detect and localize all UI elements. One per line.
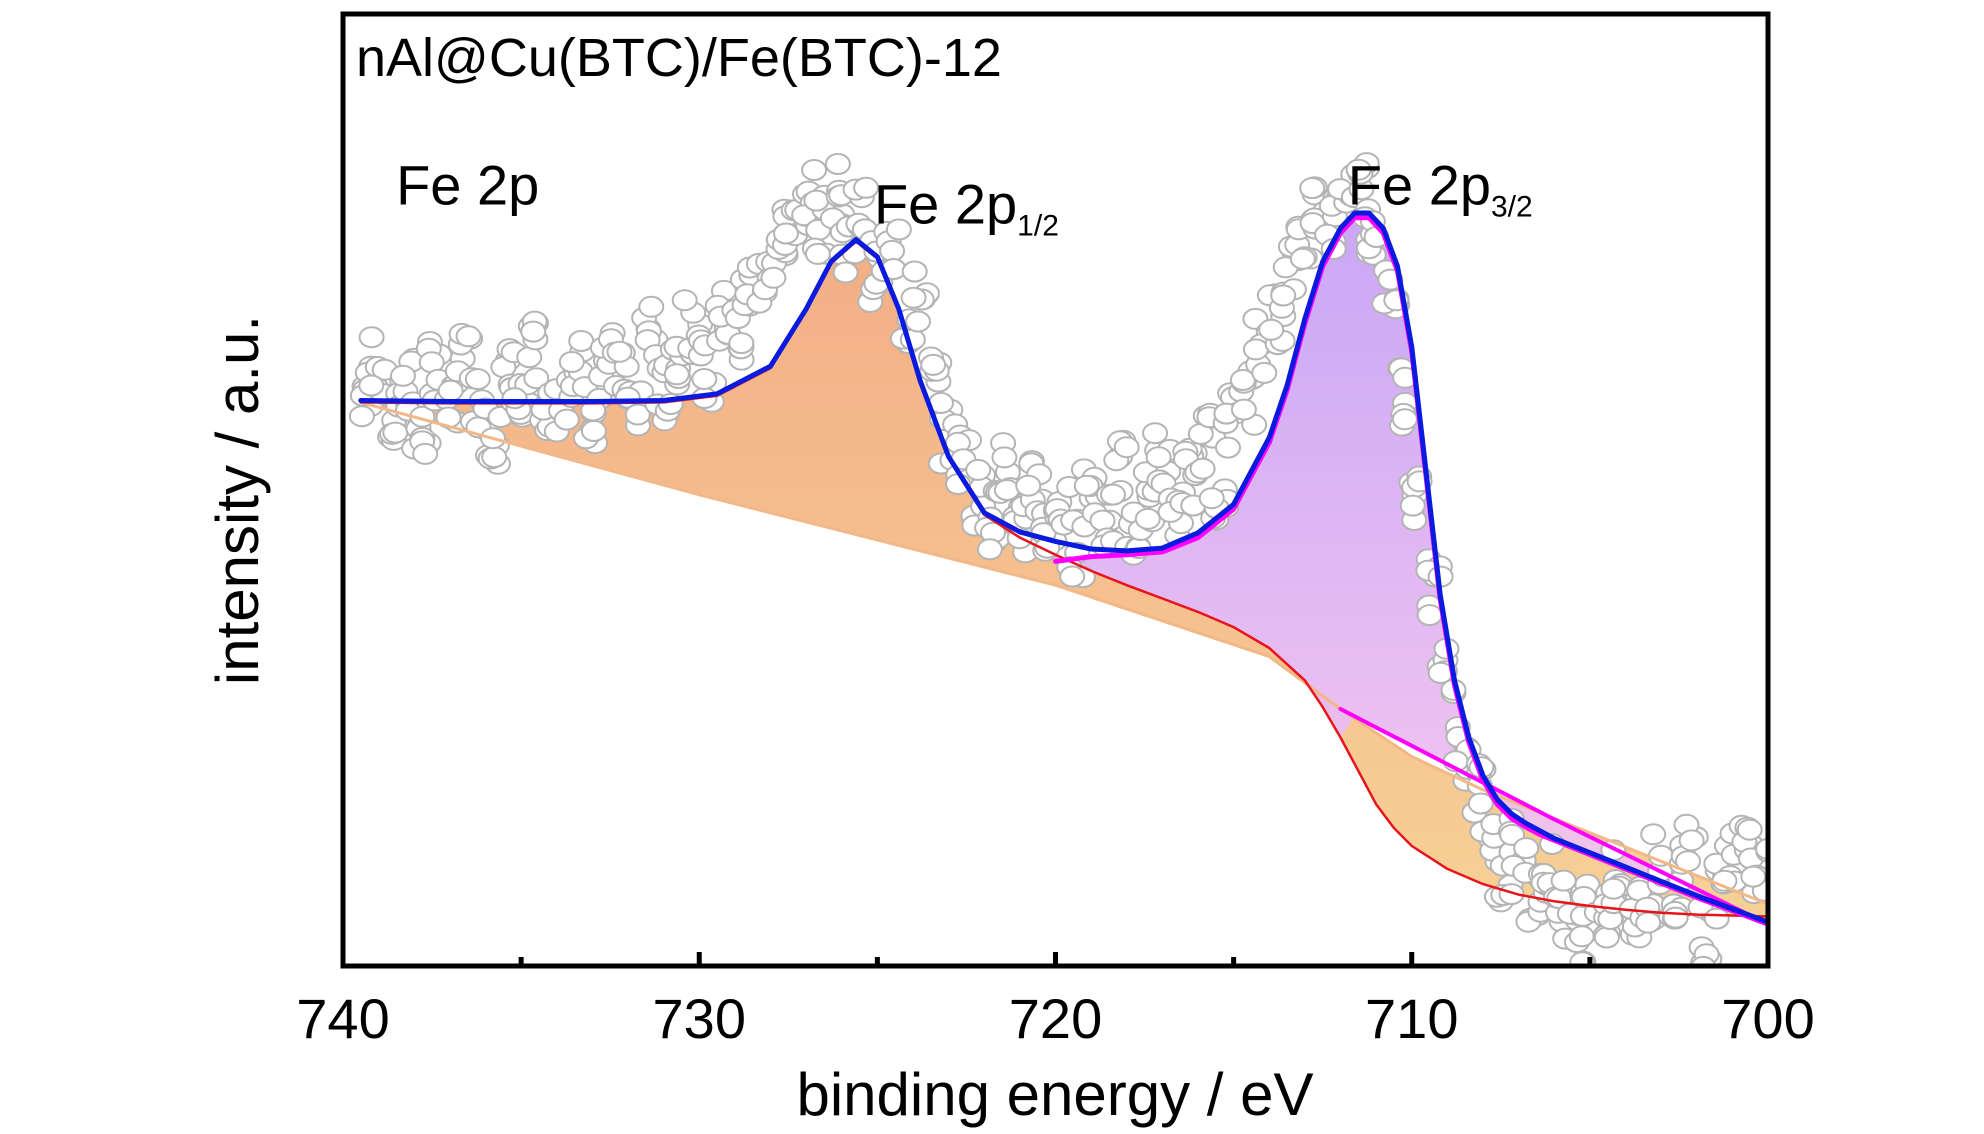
- data-point: [659, 335, 695, 396]
- chart-title: nAl@Cu(BTC)/Fe(BTC)-12: [356, 28, 1002, 88]
- fe2p32-area: [1055, 217, 1768, 925]
- x-axis: 740 730 720 710 700: [296, 952, 1815, 1050]
- data-point: [1100, 429, 1140, 506]
- data-point: [1668, 813, 1709, 875]
- data-point: [1497, 807, 1540, 878]
- x-tick-label: 720: [1009, 987, 1102, 1050]
- peak-label: Fe 2p: [396, 153, 539, 216]
- y-axis-label: intensity / a.u.: [204, 315, 271, 685]
- data-point: [573, 387, 613, 455]
- fe2p32-baseline: [1338, 707, 1768, 927]
- x-tick-label: 730: [653, 987, 746, 1050]
- data-point: [900, 260, 940, 333]
- data-point: [558, 330, 598, 399]
- peak-label: Fe 2p3/2: [1348, 153, 1533, 223]
- data-point: [1626, 875, 1666, 934]
- peak-labels: Fe 2p Fe 2p1/2 Fe 2p3/2: [396, 153, 1533, 242]
- data-point: [401, 405, 442, 465]
- data-point: [358, 326, 398, 406]
- x-tick-label: 710: [1365, 987, 1458, 1050]
- fit-curves: [358, 210, 1768, 927]
- data-point: [918, 346, 955, 415]
- envelope-line: [358, 210, 1768, 925]
- data-point: [985, 432, 1024, 504]
- data-point: [516, 310, 550, 390]
- data-point: [1142, 422, 1183, 495]
- peak-label: Fe 2p1/2: [874, 172, 1059, 242]
- x-axis-label: binding energy / eV: [796, 1061, 1313, 1128]
- data-point: [1740, 838, 1768, 905]
- x-tick-label: 740: [296, 987, 389, 1050]
- x-tick-label: 700: [1721, 987, 1814, 1050]
- data-point: [601, 340, 641, 410]
